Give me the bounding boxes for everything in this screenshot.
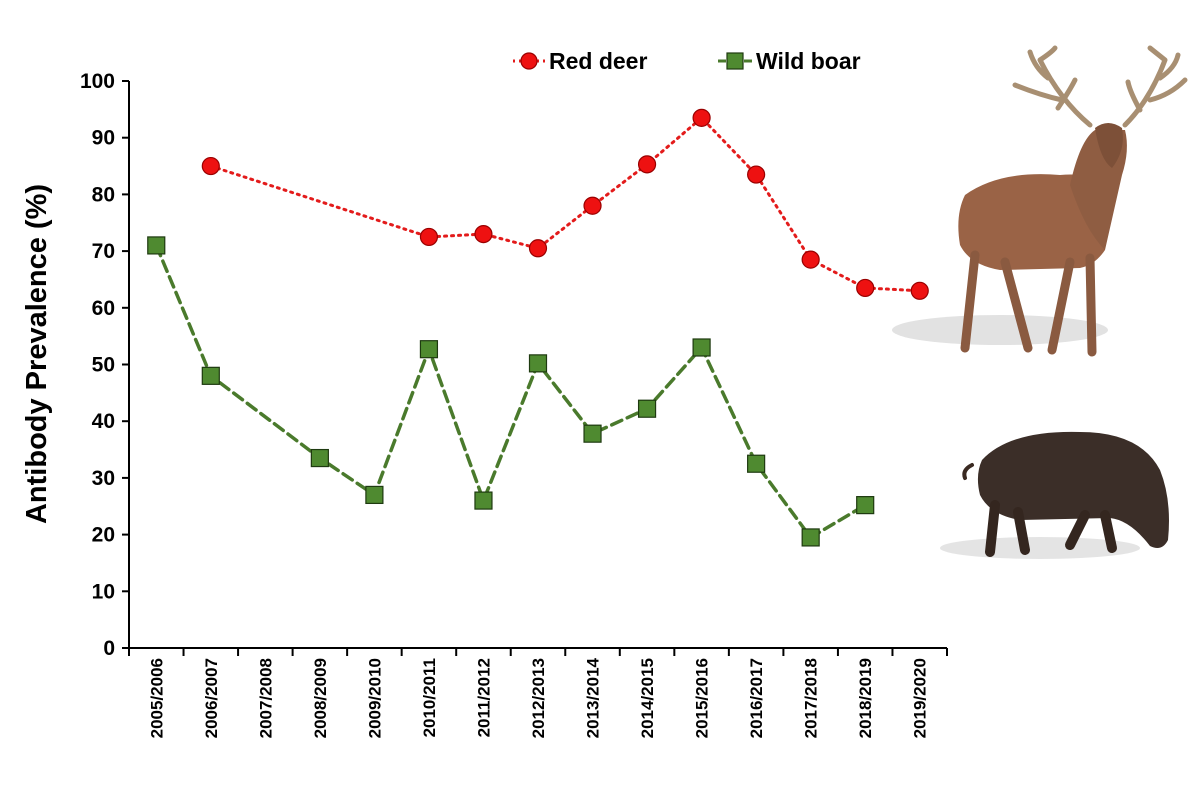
x-tick-label: 2019/2020 [911, 658, 930, 738]
x-tick-label: 2017/2018 [802, 658, 821, 738]
y-tick-label: 100 [80, 70, 115, 93]
x-ticks: 2005/2006 2006/2007 2007/2008 2008/2009 2009… [128, 648, 948, 738]
deer-antlers [1012, 45, 1188, 128]
data-point-wild-boar [528, 354, 548, 373]
data-point-wild-boar [856, 496, 875, 515]
data-point-red-deer [583, 196, 602, 215]
series-markers [147, 108, 929, 547]
data-point-red-deer [474, 224, 493, 244]
data-point-wild-boar [419, 340, 439, 359]
data-point-red-deer [910, 281, 929, 300]
y-ticks: 0 10 20 30 40 50 60 70 80 90 100 [80, 70, 129, 660]
boar-body [977, 431, 1169, 548]
x-tick-label: 2007/2008 [256, 658, 275, 738]
data-point-red-deer [528, 239, 548, 258]
deer-shadow [892, 315, 1108, 345]
red-deer-illustration [892, 45, 1188, 357]
legend-item-wild-boar: Wild boar [718, 48, 861, 74]
series-line-wild-boar [154, 243, 867, 540]
data-point-wild-boar [692, 338, 711, 357]
y-tick-label: 0 [103, 637, 115, 660]
x-tick-label: 2013/2014 [584, 657, 603, 738]
legend-red-deer-marker [520, 52, 538, 70]
data-point-red-deer [692, 108, 711, 127]
legend-wild-boar-label: Wild boar [756, 48, 861, 74]
x-tick-label: 2008/2009 [311, 658, 330, 738]
legend-wild-boar-marker [726, 52, 744, 70]
y-tick-label: 40 [92, 410, 115, 433]
data-point-wild-boar [310, 448, 329, 468]
x-tick-label: 2018/2019 [856, 658, 875, 738]
data-point-red-deer [637, 155, 657, 174]
data-point-wild-boar [801, 528, 820, 547]
wild-boar-illustration [940, 431, 1169, 559]
data-point-red-deer [747, 165, 766, 184]
y-tick-label: 80 [92, 183, 115, 206]
legend: Red deer Wild boar [513, 48, 861, 74]
data-point-wild-boar [474, 491, 493, 510]
x-tick-label: 2015/2016 [693, 658, 712, 738]
deer-head [1095, 123, 1123, 168]
y-tick-label: 70 [92, 240, 115, 263]
y-tick-label: 20 [92, 524, 115, 547]
boar-legs [985, 500, 1117, 557]
data-point-red-deer [856, 278, 875, 298]
x-tick-label: 2010/2011 [420, 658, 439, 737]
x-tick-label: 2012/2013 [529, 658, 548, 738]
data-point-wild-boar [201, 366, 220, 385]
x-tick-label: 2006/2007 [202, 658, 221, 738]
y-tick-label: 30 [92, 467, 115, 490]
data-point-red-deer [801, 250, 820, 269]
data-point-wild-boar [365, 485, 384, 505]
series-lines [154, 115, 922, 540]
x-tick-label: 2016/2017 [747, 658, 766, 738]
legend-item-red-deer: Red deer [513, 48, 647, 74]
data-point-red-deer [201, 156, 220, 176]
y-tick-label: 50 [92, 354, 115, 377]
y-tick-label: 10 [92, 580, 115, 603]
data-point-wild-boar [747, 454, 766, 473]
x-tick-label: 2011/2012 [474, 658, 493, 737]
legend-red-deer-label: Red deer [549, 48, 647, 74]
data-point-wild-boar [583, 424, 602, 443]
deer-body [958, 174, 1105, 270]
x-tick-label: 2005/2006 [147, 658, 166, 738]
deer-legs [960, 250, 1097, 357]
y-tick-label: 90 [92, 127, 115, 150]
data-point-wild-boar [637, 399, 657, 418]
data-point-red-deer [419, 227, 439, 247]
y-axis-title: Antibody Prevalence (%) [21, 184, 53, 524]
x-tick-label: 2009/2010 [365, 658, 384, 738]
boar-tail [962, 463, 974, 480]
y-tick-label: 60 [92, 297, 115, 320]
data-point-wild-boar [147, 236, 166, 255]
x-tick-label: 2014/2015 [638, 658, 657, 738]
